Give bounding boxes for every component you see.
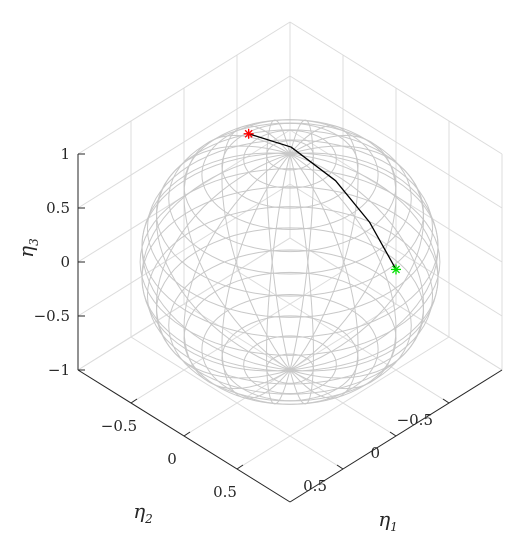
sphere-meridian — [289, 119, 314, 371]
x-tick-label: 0.5 — [213, 483, 237, 501]
x-tick-label: 0 — [167, 450, 177, 468]
x-axis-label: η1 — [378, 507, 398, 534]
z-tick-label: 0.5 — [46, 199, 70, 217]
z-tick-label: −0.5 — [34, 307, 70, 325]
sphere-meridian — [289, 134, 397, 371]
sphere-meridian — [266, 153, 291, 405]
sphere-meridian — [266, 119, 291, 371]
x-tick — [183, 431, 191, 437]
x-tick — [130, 398, 138, 404]
sphere-meridian — [155, 145, 291, 371]
floor-gridline — [130, 336, 344, 470]
z-tick-label: 1 — [60, 145, 70, 163]
y-tick-label: −0.5 — [397, 411, 433, 429]
sphere-wireframe — [139, 119, 441, 405]
sphere-meridian — [289, 153, 397, 390]
y-tick — [442, 398, 450, 404]
z-tick-label: 0 — [60, 253, 70, 271]
sphere-meridian — [289, 153, 359, 399]
y-tick-label: 0.5 — [303, 477, 327, 495]
x-tick-label: −0.5 — [101, 417, 137, 435]
axes-layer: −0.5 0 0.5 −0.5 0 0.5 −1 −0.5 0 0.5 1 — [34, 145, 503, 503]
marker-stroke — [244, 129, 253, 138]
sphere-meridian — [183, 134, 291, 371]
wall-gridline — [77, 21, 291, 155]
sphere-meridian — [221, 125, 291, 371]
y-tick — [389, 431, 397, 437]
trajectory-layer — [243, 128, 401, 275]
sphere-meridian — [289, 153, 425, 379]
z-tick-label: −1 — [48, 361, 70, 379]
grid-layer — [77, 21, 503, 503]
sphere-meridian — [289, 153, 314, 405]
floor-gridline — [236, 336, 450, 470]
sphere-meridian — [155, 153, 291, 379]
sphere-meridian — [183, 153, 291, 390]
y-tick-label: 0 — [370, 444, 380, 462]
sphere-meridian — [289, 152, 439, 371]
sphere-meridian — [289, 125, 359, 371]
y-tick — [336, 464, 344, 470]
trajectory-curve — [248, 133, 397, 270]
y-axis-label: η2 — [133, 499, 153, 526]
z-axis-label: η3 — [14, 238, 41, 258]
marker-start — [243, 128, 254, 139]
sphere-meridian — [141, 153, 291, 372]
wall-gridline — [289, 75, 503, 209]
wall-gridline — [77, 75, 291, 209]
x-tick — [236, 464, 244, 470]
sphere-meridian — [221, 153, 291, 399]
sphere-meridian — [289, 145, 425, 371]
marker-end — [391, 264, 401, 275]
wall-gridline — [289, 21, 503, 155]
marker-stroke — [392, 265, 400, 274]
sphere-meridian — [289, 153, 439, 372]
labels-layer: η1 η2 η3 — [14, 238, 398, 534]
sphere-meridian — [141, 152, 291, 371]
